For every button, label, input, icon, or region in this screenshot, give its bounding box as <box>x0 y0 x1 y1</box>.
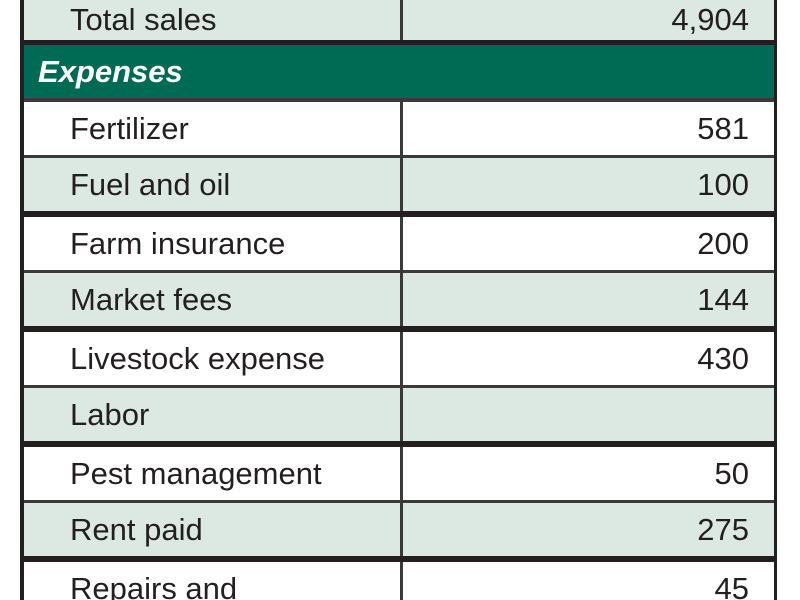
row-value: 581 <box>400 102 774 155</box>
row-value: 144 <box>400 273 774 326</box>
row-value <box>400 388 774 441</box>
table-row-livestock-expense: Livestock expense 430 <box>24 332 774 388</box>
row-label: Fertilizer <box>70 110 189 146</box>
table-row-pest-management: Pest management 50 <box>24 447 774 503</box>
table-row-labor: Labor <box>24 388 774 447</box>
income-expense-table: Total sales 4,904 Expenses Fertilizer 58… <box>20 0 777 600</box>
row-label: Pest management <box>70 455 322 491</box>
row-value: 100 <box>400 158 774 211</box>
section-title: Expenses <box>38 53 183 89</box>
row-label: Labor <box>70 396 150 432</box>
row-label: Farm insurance <box>70 225 286 261</box>
row-label: Fuel and oil <box>70 166 231 202</box>
row-value: 45 <box>400 562 774 600</box>
table-row-repairs: Repairs and 45 <box>24 562 774 600</box>
table-row-rent-paid: Rent paid 275 <box>24 503 774 562</box>
row-value: 50 <box>400 447 774 500</box>
table-row-fuel-and-oil: Fuel and oil 100 <box>24 158 774 217</box>
row-label: Rent paid <box>70 511 203 547</box>
row-value: 4,904 <box>400 0 774 40</box>
row-label: Repairs and <box>70 570 238 600</box>
table-row-fertilizer: Fertilizer 581 <box>24 102 774 158</box>
row-value: 430 <box>400 332 774 385</box>
row-value: 200 <box>400 217 774 270</box>
row-label: Total sales <box>70 2 217 37</box>
table-row-farm-insurance: Farm insurance 200 <box>24 217 774 273</box>
table-row-market-fees: Market fees 144 <box>24 273 774 332</box>
section-header-expenses: Expenses <box>24 45 774 102</box>
row-label: Livestock expense <box>70 340 326 376</box>
row-label: Market fees <box>70 281 232 317</box>
row-value: 275 <box>400 503 774 556</box>
table-row-total-sales: Total sales 4,904 <box>24 0 774 45</box>
